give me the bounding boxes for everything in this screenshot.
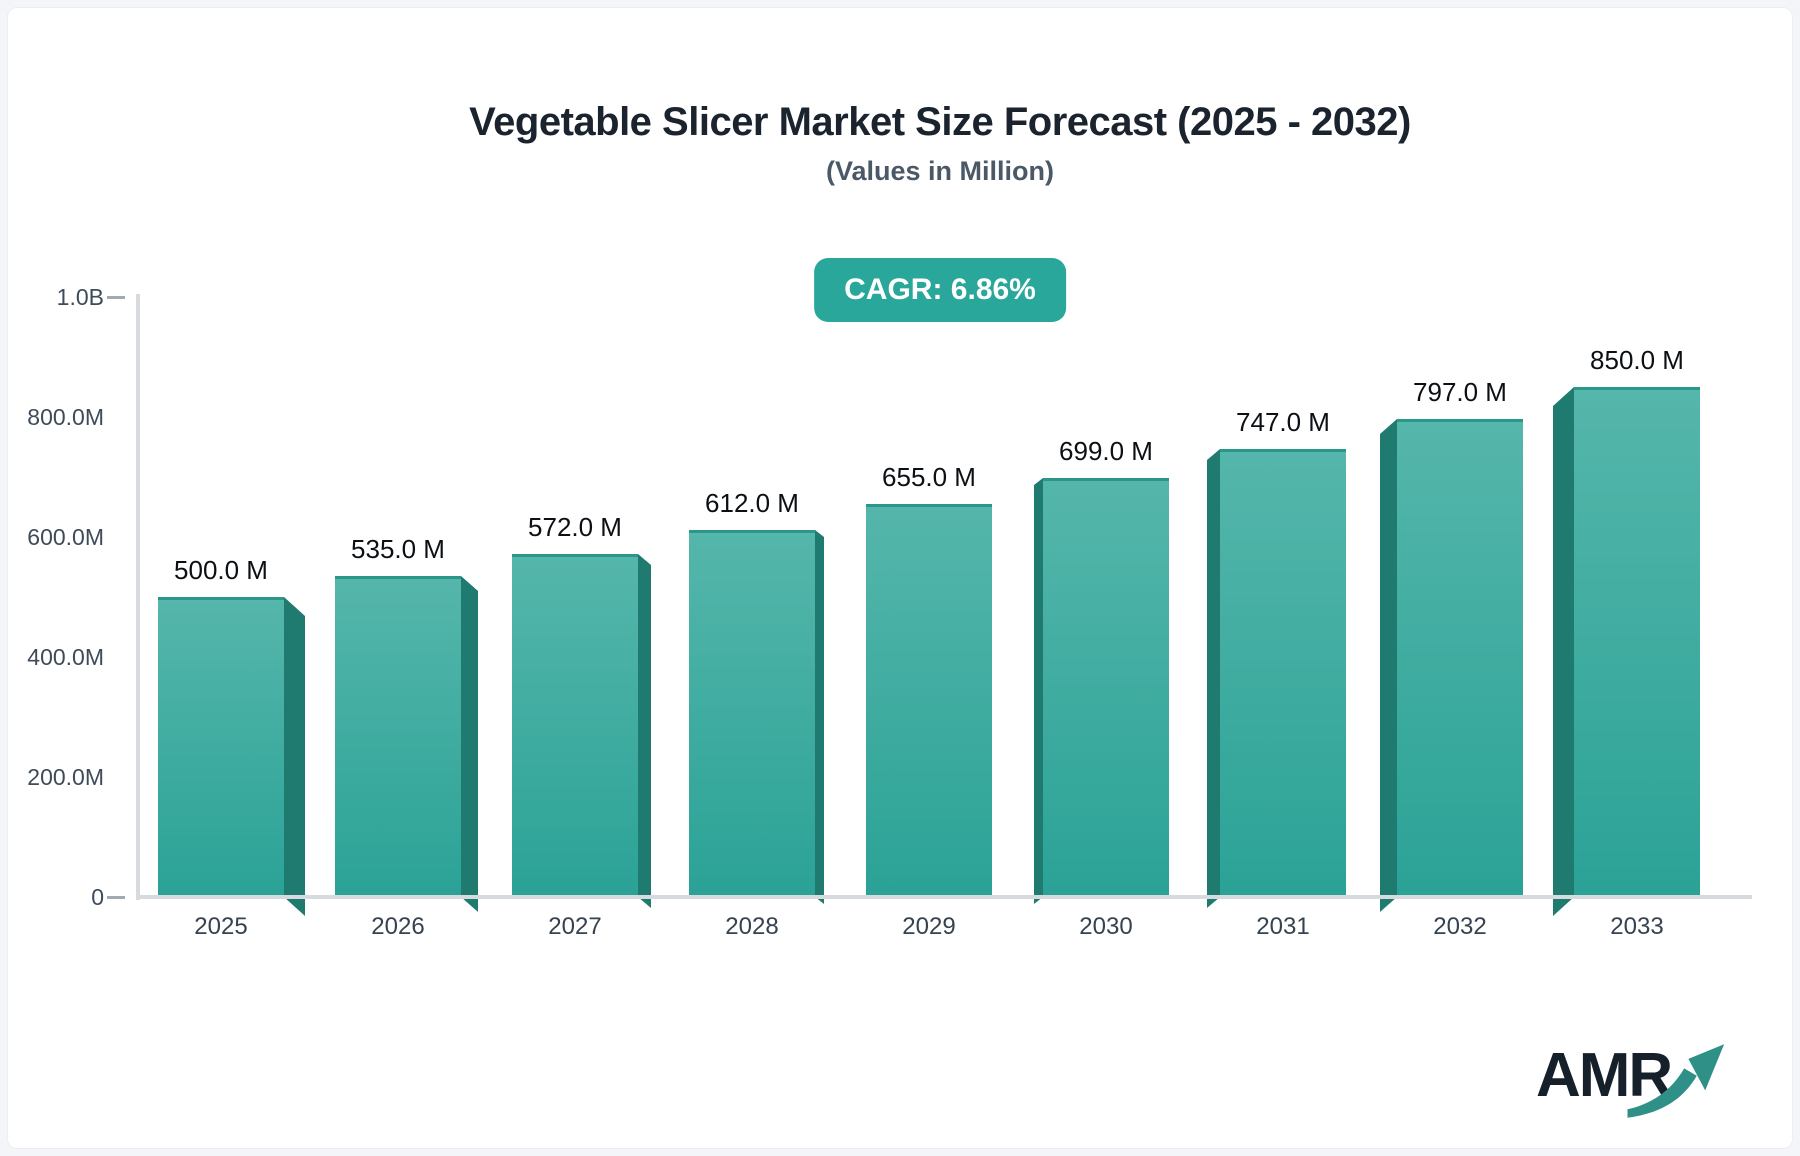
cagr-badge-label: CAGR: 6.86% (844, 273, 1036, 306)
bar-value-label: 850.0 M (1590, 345, 1684, 375)
bar-value-label: 500.0 M (174, 555, 268, 585)
y-tick-label: 400.0M (27, 644, 104, 670)
bar-value-label: 655.0 M (882, 462, 976, 492)
x-tick-label: 2031 (1256, 913, 1310, 940)
bar-2029 (866, 504, 992, 897)
amr-logo: AMR (1536, 1034, 1746, 1134)
x-tick-label: 2033 (1610, 913, 1664, 940)
y-tick-mark (107, 296, 125, 299)
bar-2031 (1207, 449, 1346, 908)
x-tick-label: 2026 (371, 913, 425, 940)
y-tick-mark (107, 896, 125, 899)
bar-front-face (1043, 478, 1169, 897)
bar-front-face (689, 530, 815, 897)
amr-logo-text: AMR (1536, 1041, 1673, 1110)
bar-front-face (1574, 387, 1700, 897)
bar-value-label: 747.0 M (1236, 407, 1330, 437)
x-tick-label: 2029 (902, 913, 956, 940)
x-tick-label: 2030 (1079, 913, 1133, 940)
bar-front-face (512, 554, 638, 897)
bar-side-face (1207, 449, 1220, 908)
cagr-badge: CAGR: 6.86% (814, 258, 1066, 322)
bar-front-face (1397, 419, 1523, 897)
bar-2025 (158, 597, 305, 916)
y-tick-label: 1.0B (56, 284, 104, 310)
bar-side-face (638, 554, 651, 908)
bar-2028 (689, 530, 824, 904)
chart-subtitle: (Values in Million) (825, 156, 1055, 186)
x-tick-label: 2027 (548, 913, 602, 940)
bar-front-face (866, 504, 992, 897)
bar-2032 (1380, 419, 1523, 912)
bar-side-face (815, 530, 824, 904)
bar-side-face (284, 597, 305, 916)
y-axis-line (136, 294, 140, 900)
bar-value-label: 572.0 M (528, 512, 622, 542)
bar-side-face (461, 576, 478, 912)
bar-front-face (158, 597, 284, 897)
x-axis-line (136, 895, 1752, 899)
bar-front-face (1220, 449, 1346, 897)
y-tick-label: 0 (91, 884, 104, 910)
bar-front-face (335, 576, 461, 897)
bar-side-face (1034, 478, 1043, 904)
bar-2027 (512, 554, 651, 908)
y-tick-label: 200.0M (27, 764, 104, 790)
x-tick-label: 2032 (1433, 913, 1487, 940)
bar-value-label: 699.0 M (1059, 436, 1153, 466)
chart-title: Vegetable Slicer Market Size Forecast (2… (469, 100, 1411, 144)
y-tick-label: 800.0M (27, 404, 104, 430)
y-tick-label: 600.0M (27, 524, 104, 550)
x-tick-label: 2025 (194, 913, 248, 940)
bar-side-face (1380, 419, 1397, 912)
bar-value-label: 535.0 M (351, 534, 445, 564)
amr-logo-arrow-icon (1627, 1044, 1725, 1118)
x-tick-label: 2028 (725, 913, 779, 940)
bar-2026 (335, 576, 478, 912)
bar-value-label: 612.0 M (705, 488, 799, 518)
chart-card: Vegetable Slicer Market Size Forecast (2… (7, 7, 1793, 1149)
plot-area: 1.0B 800.0M 600.0M 400.0M 200.0M 0 500.0 M 2025… (27, 284, 1752, 940)
bar-value-label: 797.0 M (1413, 377, 1507, 407)
bar-side-face (1553, 387, 1574, 916)
bar-2033 (1553, 387, 1700, 916)
bar-2030 (1034, 478, 1169, 904)
